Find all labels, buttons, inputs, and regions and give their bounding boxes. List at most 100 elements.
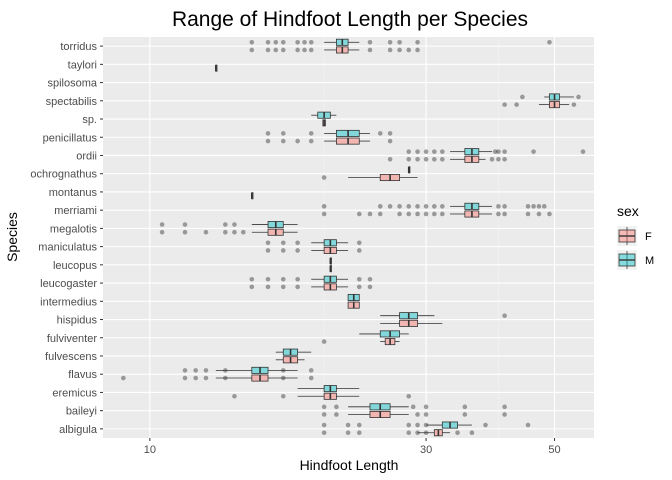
y-tick-label: spectabilis	[46, 96, 98, 108]
y-tick-label: penicillatus	[43, 132, 98, 144]
outlier-point	[308, 375, 314, 381]
outlier-point	[193, 375, 198, 381]
outlier-point	[280, 393, 286, 399]
outlier-point	[410, 404, 416, 410]
outlier-point	[321, 430, 327, 436]
outlier-point	[415, 47, 420, 53]
box-M-flavus	[182, 366, 314, 374]
outlier-point	[295, 284, 300, 290]
outlier-point	[280, 248, 286, 253]
outlier-point	[536, 204, 542, 209]
box-F-eremicus	[232, 392, 412, 400]
outlier-point	[232, 222, 237, 227]
outlier-point	[547, 211, 552, 217]
outlier-point	[387, 39, 393, 45]
box-M-spectabilis	[520, 93, 581, 101]
outlier-point	[387, 131, 393, 136]
box-M-intermedius	[347, 293, 360, 301]
outlier-point	[345, 430, 351, 436]
outlier-point	[397, 211, 402, 217]
outlier-point	[182, 222, 188, 227]
box-M-merriami	[321, 202, 547, 210]
outlier-point	[496, 204, 501, 209]
box-F-torridus	[249, 46, 420, 54]
outlier-point	[415, 430, 420, 436]
box-M-hispidus	[380, 312, 507, 320]
outlier-point	[295, 39, 300, 45]
outlier-point	[520, 94, 525, 100]
outlier-point	[469, 430, 475, 436]
outlier-point	[502, 313, 507, 318]
outlier-point	[502, 404, 507, 410]
outlier-point	[415, 204, 420, 209]
box-M-baileyi	[321, 403, 507, 411]
box-M-ordii	[406, 148, 586, 156]
y-tick-label: montanus	[49, 187, 98, 199]
outlier-point	[308, 131, 314, 136]
chart-title: Range of Hindfoot Length per Species	[172, 8, 528, 31]
outlier-point	[121, 375, 126, 381]
outlier-point	[536, 211, 542, 217]
outlier-point	[356, 422, 362, 428]
outlier-point	[423, 430, 429, 436]
box-M-maniculatus	[265, 239, 362, 247]
outlier-point	[489, 157, 495, 162]
outlier-point	[265, 138, 271, 144]
outlier-point	[483, 422, 488, 428]
outlier-point	[367, 39, 373, 45]
outlier-point	[525, 211, 531, 217]
outlier-point	[496, 149, 501, 154]
outlier-point	[193, 368, 198, 373]
outlier-point	[415, 149, 420, 154]
outlier-point	[321, 204, 327, 209]
y-tick-label: spilosoma	[47, 78, 97, 90]
outlier-point	[406, 211, 412, 217]
outlier-point	[280, 276, 286, 282]
outlier-point	[397, 204, 402, 209]
outlier-point	[397, 39, 402, 45]
outlier-point	[308, 39, 314, 45]
outlier-point	[232, 393, 237, 399]
y-tick-label: sp.	[82, 114, 97, 126]
outlier-point	[265, 248, 271, 253]
minor-grid	[323, 37, 499, 438]
x-axis: 10 30 50	[144, 438, 561, 456]
outlier-point	[182, 229, 188, 235]
box-marks	[121, 38, 586, 437]
outlier-point	[502, 157, 507, 162]
outlier-point	[531, 149, 536, 154]
box-F-ordii	[387, 155, 507, 163]
x-tick-label: 30	[420, 444, 432, 456]
box-F-montanus	[250, 192, 254, 200]
y-tick-label: fulvescens	[45, 351, 97, 363]
box-M-leucopus	[329, 257, 332, 265]
box-M-fulvescens	[275, 348, 312, 356]
outlier-point	[223, 222, 228, 227]
outlier-point	[462, 404, 468, 410]
outlier-point	[462, 412, 468, 417]
box-F-merriami	[321, 210, 552, 218]
outlier-point	[159, 222, 165, 227]
outlier-point	[203, 229, 209, 235]
outlier-point	[280, 131, 286, 136]
box-F-fulviventer	[321, 338, 400, 346]
outlier-point	[502, 211, 507, 217]
outlier-point	[367, 47, 373, 53]
outlier-point	[265, 47, 271, 53]
outlier-point	[367, 284, 373, 290]
outlier-point	[273, 39, 279, 45]
outlier-point	[455, 430, 460, 436]
outlier-point	[265, 39, 271, 45]
outlier-point	[345, 422, 351, 428]
outlier-point	[280, 39, 286, 45]
x-tick-label: 50	[548, 444, 560, 456]
x-axis-title: Hindfoot Length	[300, 457, 399, 473]
y-tick-label: albigula	[59, 424, 98, 436]
outlier-point	[406, 430, 412, 436]
outlier-point	[308, 47, 314, 53]
outlier-point	[502, 204, 507, 209]
outlier-point	[423, 211, 429, 217]
legend-label-F: F	[645, 231, 652, 243]
x-tick-label: 10	[144, 444, 156, 456]
outlier-point	[415, 157, 420, 162]
